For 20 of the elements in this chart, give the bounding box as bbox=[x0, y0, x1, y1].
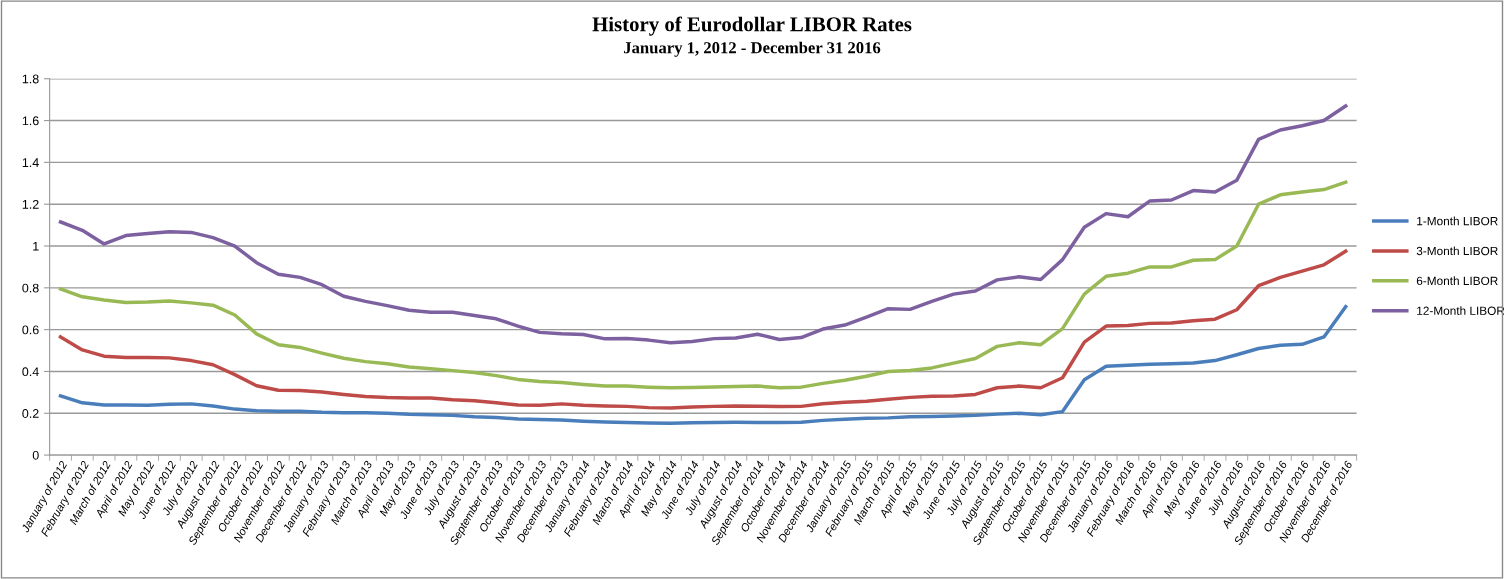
line-series bbox=[58, 180, 1348, 390]
legend-label: 3-Month LIBOR bbox=[1416, 246, 1498, 256]
chart-title: History of Eurodollar LIBOR Rates bbox=[592, 16, 912, 36]
y-tick-label: 1.8 bbox=[22, 74, 39, 84]
legend-label: 1-Month LIBOR bbox=[1417, 216, 1498, 226]
y-tick-label: 1.6 bbox=[22, 116, 39, 126]
y-tick-label: 0.8 bbox=[22, 283, 39, 293]
y-tick-label: 0 bbox=[32, 450, 39, 460]
y-tick-label: 1.4 bbox=[22, 158, 39, 167]
legend-label: 6-Month LIBOR bbox=[1416, 276, 1498, 286]
y-tick-label: 0.4 bbox=[22, 367, 39, 377]
chart-subtitle: January 1, 2012 - December 31 2016 bbox=[623, 41, 881, 57]
line-series bbox=[58, 104, 1348, 345]
legend-label: 12-Month LIBOR bbox=[1417, 306, 1504, 315]
y-tick-label: 1 bbox=[33, 241, 39, 251]
y-tick-label: 0.6 bbox=[22, 325, 39, 335]
line-series bbox=[58, 304, 1348, 426]
y-tick-label: 1.2 bbox=[22, 199, 39, 209]
line-series bbox=[58, 249, 1348, 410]
y-tick-label: 0.2 bbox=[22, 409, 39, 418]
